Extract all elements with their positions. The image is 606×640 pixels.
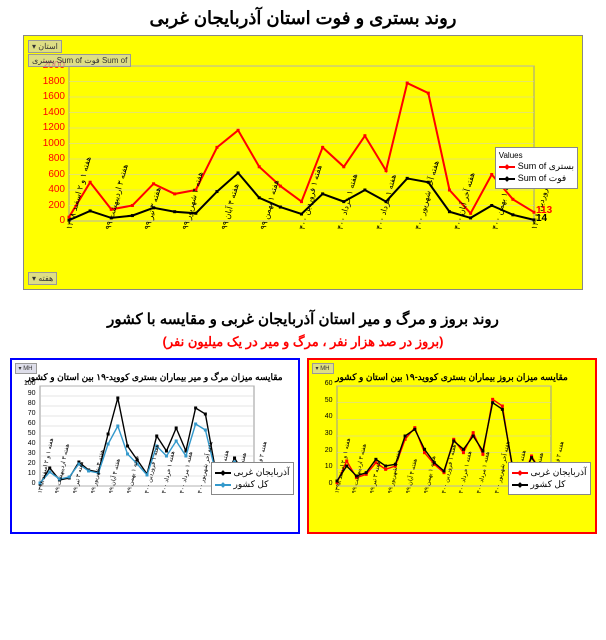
y-tick-label: 200 (37, 200, 65, 211)
y-tick-label: 20 (305, 447, 333, 454)
legend: آذربایجان غربیکل کشور (508, 462, 591, 495)
chart-inner-title: مقایسه میزان بروز بیماران بستری کووید-۱۹… (309, 372, 595, 383)
y-tick-label: 20 (8, 460, 36, 467)
bottom-left-chart: 0102030405060هفته ۱ و ۲ اسفند ۱۳۹۸هفته ۳… (307, 358, 597, 534)
axis-control[interactable]: هفته ▾ (28, 272, 57, 285)
y-tick-label: 70 (8, 410, 36, 417)
legend-item: آذربایجان غربی (215, 467, 290, 478)
y-tick-label: 60 (8, 420, 36, 427)
legend-item: کل کشور (215, 479, 290, 490)
y-tick-label: 40 (305, 413, 333, 420)
y-tick-label: 1800 (37, 76, 65, 87)
middle-subtitle: (بروز در صد هزار نفر ، مرگ و میر در یک م… (0, 334, 606, 350)
y-tick-label: 80 (8, 400, 36, 407)
y-tick-label: 400 (37, 184, 65, 195)
bottom-row: 0102030405060هفته ۱ و ۲ اسفند ۱۳۹۸هفته ۳… (0, 358, 606, 534)
filter-control[interactable]: استان ▾ (28, 40, 62, 53)
y-tick-label: 30 (8, 450, 36, 457)
y-tick-label: 0 (8, 480, 36, 487)
y-tick-label: 1200 (37, 122, 65, 133)
y-tick-label: 40 (8, 440, 36, 447)
legend-item: Sum of بستری (499, 161, 574, 172)
y-tick-label: 30 (305, 430, 333, 437)
top-chart: 0200400600800100012001400160018002000هفت… (23, 35, 583, 290)
legend: آذربایجان غربیکل کشور (211, 462, 294, 495)
y-tick-label: 600 (37, 169, 65, 180)
mini-control[interactable]: MH ▾ (312, 363, 334, 374)
y-tick-label: 10 (305, 463, 333, 470)
top-title: روند بستری و فوت استان آذربایجان غربی (0, 8, 606, 29)
y-tick-label: 1400 (37, 107, 65, 118)
end-value-label: 14 (536, 213, 547, 224)
legend-item: کل کشور (512, 479, 587, 490)
y-tick-label: 0 (305, 480, 333, 487)
y-tick-label: 1600 (37, 91, 65, 102)
mini-control[interactable]: MH ▾ (15, 363, 37, 374)
middle-title: روند بروز و مرگ و میر استان آذربایجان غر… (0, 310, 606, 328)
y-tick-label: 50 (8, 430, 36, 437)
y-tick-label: 10 (8, 470, 36, 477)
measure-control[interactable]: Sum of فوت Sum of بستری (28, 54, 131, 67)
y-tick-label: 1000 (37, 138, 65, 149)
chart-inner-title: مقایسه میزان مرگ و میر بیماران بستری کوو… (12, 372, 298, 383)
y-tick-label: 90 (8, 390, 36, 397)
bottom-right-chart: 0102030405060708090100هفته ۱ و ۲ اسفند ۱… (10, 358, 300, 534)
middle-panel: روند بروز و مرگ و میر استان آذربایجان غر… (0, 298, 606, 358)
y-tick-label: 800 (37, 153, 65, 164)
top-panel: روند بستری و فوت استان آذربایجان غربی 0 2… (0, 0, 606, 298)
legend-item: آذربایجان غربی (512, 467, 587, 478)
y-tick-label: 0 (37, 215, 65, 226)
legend: ValuesSum of بستریSum of فوت (495, 147, 578, 189)
legend-item: Sum of فوت (499, 173, 574, 184)
y-tick-label: 50 (305, 397, 333, 404)
